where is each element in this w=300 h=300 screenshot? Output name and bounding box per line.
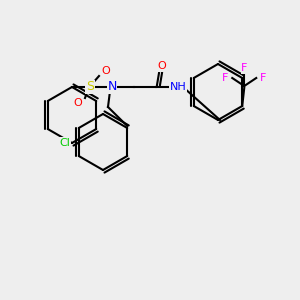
- Text: Cl: Cl: [60, 138, 70, 148]
- Text: F: F: [260, 73, 266, 83]
- Text: F: F: [241, 63, 248, 73]
- Text: S: S: [86, 80, 94, 94]
- Text: O: O: [74, 98, 82, 108]
- Text: N: N: [107, 80, 117, 94]
- Text: F: F: [222, 73, 228, 83]
- Text: O: O: [102, 66, 110, 76]
- Text: NH: NH: [169, 82, 186, 92]
- Text: O: O: [158, 61, 166, 71]
